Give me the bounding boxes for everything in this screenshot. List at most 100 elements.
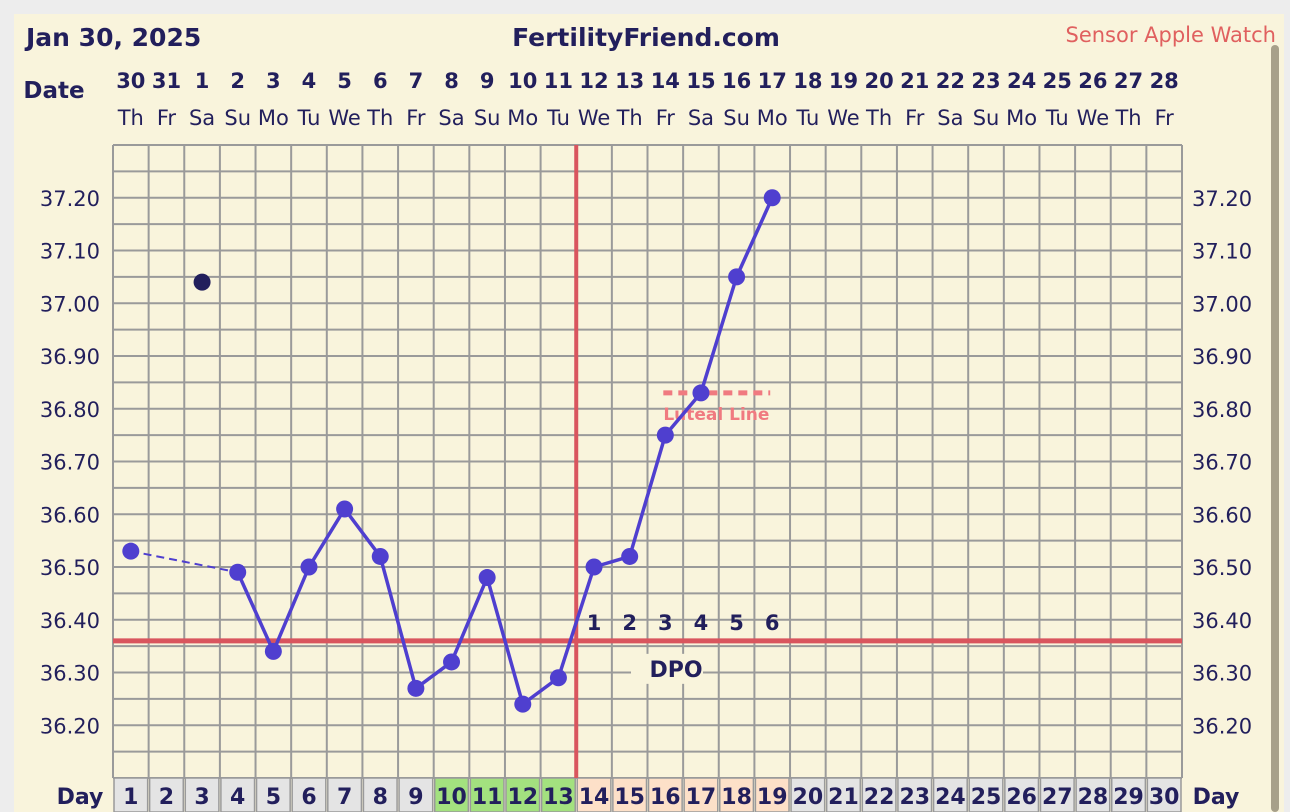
day-cell [1075, 777, 1111, 812]
weekday-tick: Fr [406, 106, 426, 130]
weekday-tick: Fr [905, 106, 925, 130]
weekday-tick: Fr [157, 106, 177, 130]
date-tick: 21 [900, 69, 929, 93]
day-number: 20 [793, 785, 824, 810]
date-tick: 19 [829, 69, 858, 93]
date-tick: 14 [651, 69, 680, 93]
day-number: 5 [266, 785, 281, 810]
date-tick: 13 [615, 69, 644, 93]
temp-point [692, 384, 710, 402]
temp-point [229, 563, 247, 581]
temp-line-segment [449, 576, 489, 663]
temp-line-segment [485, 577, 525, 705]
weekday-tick: Tu [795, 106, 819, 130]
day-number: 2 [159, 785, 174, 810]
temp-line-segment [130, 550, 238, 574]
temp-point [371, 547, 389, 565]
weekday-tick: We [1077, 106, 1109, 130]
day-cell [184, 777, 220, 812]
date-tick: 3 [266, 69, 281, 93]
day-number: 10 [436, 785, 467, 810]
weekday-tick: Tu [1045, 106, 1069, 130]
date-tick: 1 [195, 69, 210, 93]
day-cell [612, 777, 648, 812]
y-tick-left: 36.60 [40, 503, 100, 527]
y-tick-left: 37.00 [40, 292, 100, 316]
date-tick: 25 [1043, 69, 1072, 93]
date-tick: 26 [1078, 69, 1107, 93]
day-number: 18 [721, 785, 752, 810]
day-number: 27 [1042, 785, 1073, 810]
day-cell [754, 777, 790, 812]
weekday-tick: Th [616, 106, 643, 130]
luteal-line-label: Luteal Line [663, 405, 769, 425]
temp-point [122, 542, 140, 560]
temp-line-segment [699, 276, 739, 394]
weekday-tick: Tu [297, 106, 321, 130]
temp-point [478, 569, 496, 587]
y-tick-left: 36.50 [40, 556, 100, 580]
day-cell [576, 777, 612, 812]
date-tick: 22 [936, 69, 965, 93]
weekday-tick: Su [224, 106, 251, 130]
weekday-tick: We [328, 106, 360, 130]
y-tick-right: 36.50 [1192, 556, 1252, 580]
day-number: 21 [828, 785, 859, 810]
date-tick: 31 [152, 69, 181, 93]
temp-line-segment [307, 508, 347, 568]
y-tick-right: 37.00 [1192, 292, 1252, 316]
day-number: 28 [1078, 785, 1109, 810]
day-cell [148, 777, 185, 812]
day-number: 3 [194, 785, 209, 810]
temp-point [336, 500, 354, 518]
dpo-number: 6 [765, 611, 780, 635]
day-number: 22 [864, 785, 895, 810]
y-tick-left: 36.20 [40, 714, 100, 738]
temp-point [300, 558, 318, 576]
y-tick-right: 36.60 [1192, 503, 1252, 527]
date-tick: 4 [302, 69, 317, 93]
day-number: 24 [935, 785, 966, 810]
y-tick-left: 36.90 [40, 345, 100, 369]
dpo-number: 5 [729, 611, 744, 635]
day-number: 26 [1006, 785, 1037, 810]
day-number: 19 [757, 785, 788, 810]
day-number: 15 [614, 785, 645, 810]
date-tick: 18 [793, 69, 822, 93]
day-cell [362, 777, 398, 812]
date-tick: 20 [864, 69, 893, 93]
day-number: 14 [579, 785, 610, 810]
y-tick-right: 36.80 [1192, 398, 1252, 422]
day-cell [719, 777, 755, 812]
dpo-number: 1 [587, 611, 602, 635]
weekday-tick: We [827, 106, 859, 130]
weekday-tick: We [578, 106, 610, 130]
temp-point [656, 426, 674, 444]
y-tick-right: 36.20 [1192, 714, 1252, 738]
date-tick: 8 [444, 69, 459, 93]
date-tick: 9 [480, 69, 495, 93]
day-cell [825, 777, 862, 812]
day-number: 11 [472, 785, 503, 810]
day-cell [968, 777, 1004, 812]
day-cell [1039, 777, 1075, 812]
temp-point [264, 642, 282, 660]
day-cell [255, 777, 291, 812]
weekday-tick: Mo [507, 106, 538, 130]
day-cell [505, 777, 541, 812]
y-tick-left: 36.40 [40, 609, 100, 633]
day-cell [897, 777, 933, 812]
weekday-tick: Fr [656, 106, 676, 130]
weekday-tick: Sa [438, 106, 464, 130]
weekday-tick: Tu [546, 106, 570, 130]
y-tick-right: 36.40 [1192, 609, 1252, 633]
excluded-temp-point [193, 273, 211, 291]
weekday-tick: Su [474, 106, 501, 130]
day-cell [433, 777, 470, 812]
temp-line-segment [236, 571, 275, 653]
date-axis-label: Date [23, 78, 84, 104]
day-cell [220, 777, 256, 812]
day-cell [113, 777, 149, 812]
scrollbar[interactable] [1271, 45, 1279, 812]
date-tick: 5 [337, 69, 352, 93]
